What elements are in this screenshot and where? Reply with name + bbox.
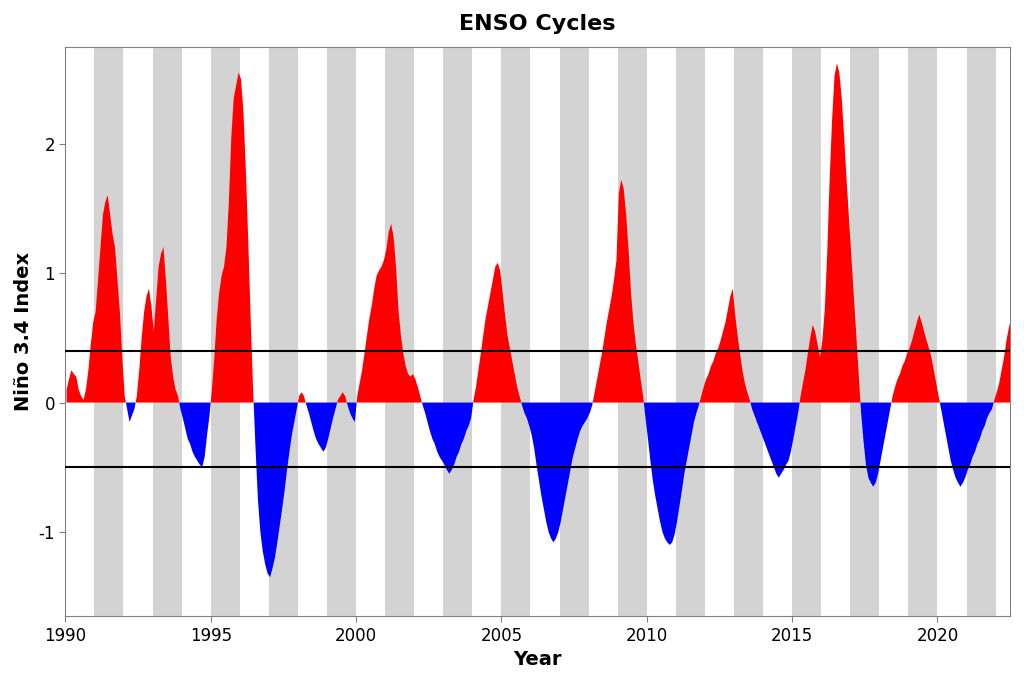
Bar xyxy=(850,46,880,616)
Bar xyxy=(327,46,356,616)
X-axis label: Year: Year xyxy=(513,650,562,669)
Bar xyxy=(617,46,647,616)
Bar xyxy=(443,46,472,616)
Bar xyxy=(559,46,589,616)
Bar xyxy=(153,46,181,616)
Bar xyxy=(908,46,937,616)
Bar xyxy=(385,46,414,616)
Y-axis label: Niño 3.4 Index: Niño 3.4 Index xyxy=(14,252,33,411)
Bar xyxy=(734,46,763,616)
Bar xyxy=(269,46,298,616)
Bar xyxy=(967,46,995,616)
Bar xyxy=(502,46,530,616)
Bar xyxy=(94,46,124,616)
Bar xyxy=(211,46,240,616)
Bar xyxy=(793,46,821,616)
Bar xyxy=(676,46,705,616)
Title: ENSO Cycles: ENSO Cycles xyxy=(460,14,616,34)
